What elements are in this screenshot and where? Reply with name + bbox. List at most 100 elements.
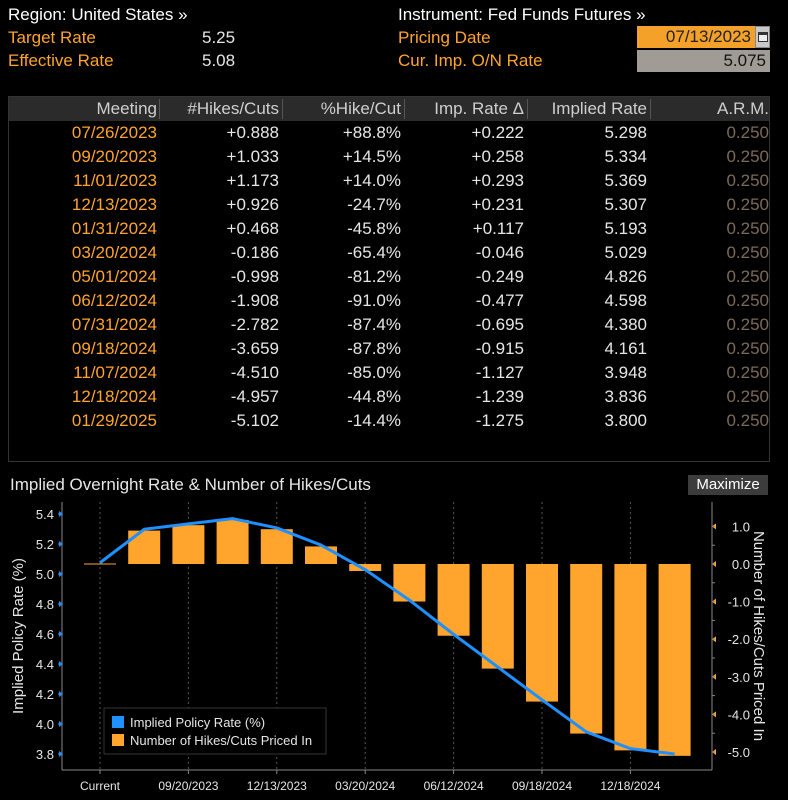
cell-pct-hike-cut: -85.0% xyxy=(347,363,401,382)
table-row[interactable]: 11/01/2023 +1.173 +14.0% +0.293 5.369 0.250 xyxy=(9,169,769,193)
cell-implied-rate: 5.334 xyxy=(604,147,647,166)
legend-label: Implied Policy Rate (%) xyxy=(130,715,265,730)
y-left-tick-label: 5.0 xyxy=(36,567,54,582)
cell-imp-rate-delta: -0.915 xyxy=(475,339,524,358)
table-row[interactable]: 01/29/2025 -5.102 -14.4% -1.275 3.800 0.250 xyxy=(9,409,769,433)
cell-imp-rate-delta: -1.239 xyxy=(475,387,524,406)
cell-hikes-cuts: -5.102 xyxy=(230,411,279,430)
cell-meeting: 11/07/2024 xyxy=(73,363,157,382)
table-row[interactable]: 09/20/2023 +1.033 +14.5% +0.258 5.334 0.250 xyxy=(9,145,769,169)
table-header: Meeting #Hikes/Cuts %Hike/Cut Imp. Rate … xyxy=(9,97,769,121)
cell-imp-rate-delta: +0.117 xyxy=(472,219,524,238)
cell-implied-rate: 4.598 xyxy=(604,291,647,310)
cell-implied-rate: 3.800 xyxy=(604,411,647,430)
effective-rate-label: Effective Rate xyxy=(8,51,114,70)
y-left-tick-label: 4.4 xyxy=(36,657,54,672)
cell-meeting: 11/01/2023 xyxy=(73,171,157,190)
y-right-tick-label: -3.0 xyxy=(728,670,750,685)
bar xyxy=(305,546,337,564)
col-header-meeting[interactable]: Meeting xyxy=(96,99,157,118)
maximize-button[interactable]: Maximize xyxy=(688,475,768,495)
cell-implied-rate: 3.836 xyxy=(604,387,647,406)
cell-meeting: 06/12/2024 xyxy=(71,291,157,310)
y-left-tick-marker xyxy=(59,601,63,607)
cell-hikes-cuts: +0.888 xyxy=(226,123,279,142)
cell-arm: 0.250 xyxy=(726,315,769,334)
cell-pct-hike-cut: -65.4% xyxy=(347,243,401,262)
bar xyxy=(393,564,426,602)
calendar-button[interactable] xyxy=(755,26,770,48)
chart-title: Implied Overnight Rate & Number of Hikes… xyxy=(10,475,371,494)
bar xyxy=(614,564,647,751)
cell-pct-hike-cut: +14.5% xyxy=(342,147,401,166)
cell-pct-hike-cut: -91.0% xyxy=(347,291,401,310)
cell-hikes-cuts: +1.173 xyxy=(226,171,279,190)
cell-imp-rate-delta: -0.046 xyxy=(475,243,524,262)
pricing-date-label: Pricing Date xyxy=(398,28,491,47)
cell-pct-hike-cut: -81.2% xyxy=(347,267,401,286)
col-header-hikes-cuts[interactable]: #Hikes/Cuts xyxy=(187,99,279,118)
cell-arm: 0.250 xyxy=(726,411,769,430)
cell-implied-rate: 3.948 xyxy=(604,363,647,382)
x-tick-label: 12/18/2024 xyxy=(600,779,660,793)
table-row[interactable]: 11/07/2024 -4.510 -85.0% -1.127 3.948 0.250 xyxy=(9,361,769,385)
cell-implied-rate: 5.029 xyxy=(604,243,647,262)
effective-rate-value: 5.08 xyxy=(202,51,236,70)
cell-imp-rate-delta: -1.127 xyxy=(475,363,524,382)
x-tick-label: Current xyxy=(80,779,121,793)
col-header-imp-rate-delta[interactable]: Imp. Rate Δ xyxy=(434,99,524,118)
cell-pct-hike-cut: -14.4% xyxy=(347,411,401,430)
table-row[interactable]: 01/31/2024 +0.468 -45.8% +0.117 5.193 0.250 xyxy=(9,217,769,241)
legend-box xyxy=(103,707,327,755)
cell-meeting: 12/13/2023 xyxy=(71,195,157,214)
cell-pct-hike-cut: +14.0% xyxy=(342,171,401,190)
cell-hikes-cuts: +0.468 xyxy=(226,219,279,238)
col-header-implied-rate[interactable]: Implied Rate xyxy=(551,99,647,118)
column-divider xyxy=(159,99,160,119)
cell-meeting: 07/31/2024 xyxy=(71,315,157,334)
cell-arm: 0.250 xyxy=(726,363,769,382)
table-row[interactable]: 06/12/2024 -1.908 -91.0% -0.477 4.598 0.250 xyxy=(9,289,769,313)
instrument-selector[interactable]: Instrument: Fed Funds Futures » xyxy=(398,5,646,24)
x-tick-label: 09/18/2024 xyxy=(512,779,572,793)
y-left-tick-marker xyxy=(59,571,63,577)
table-row[interactable]: 12/13/2023 +0.926 -24.7% +0.231 5.307 0.250 xyxy=(9,193,769,217)
cell-imp-rate-delta: +0.222 xyxy=(471,123,524,142)
cell-imp-rate-delta: +0.231 xyxy=(471,195,524,214)
col-header-arm[interactable]: A.R.M. xyxy=(717,99,769,118)
table-row[interactable]: 07/26/2023 +0.888 +88.8% +0.222 5.298 0.250 xyxy=(9,121,769,145)
cell-implied-rate: 5.193 xyxy=(604,219,647,238)
table-row[interactable]: 07/31/2024 -2.782 -87.4% -0.695 4.380 0.250 xyxy=(9,313,769,337)
region-selector[interactable]: Region: United States » xyxy=(8,5,188,24)
bar xyxy=(570,564,603,734)
pricing-date-input[interactable]: 07/13/2023 xyxy=(637,26,755,48)
legend-swatch-line xyxy=(112,716,124,728)
cell-meeting: 12/18/2024 xyxy=(71,387,157,406)
cell-implied-rate: 5.307 xyxy=(604,195,647,214)
bar xyxy=(260,529,293,564)
y-left-axis-label: Implied Policy Rate (%) xyxy=(10,558,27,714)
bar xyxy=(481,564,514,669)
cell-arm: 0.250 xyxy=(726,387,769,406)
y-right-tick-label: -4.0 xyxy=(728,707,750,722)
y-left-tick-label: 5.2 xyxy=(36,537,54,552)
legend-label: Number of Hikes/Cuts Priced In xyxy=(130,733,312,748)
y-left-tick-marker xyxy=(59,721,63,727)
legend-swatch-bar xyxy=(112,734,124,746)
target-rate-label: Target Rate xyxy=(8,28,96,47)
cell-hikes-cuts: -0.998 xyxy=(230,267,279,286)
table-row[interactable]: 12/18/2024 -4.957 -44.8% -1.239 3.836 0.250 xyxy=(9,385,769,409)
table-row[interactable]: 09/18/2024 -3.659 -87.8% -0.915 4.161 0.250 xyxy=(9,337,769,361)
y-right-tick-label: -5.0 xyxy=(728,745,750,760)
y-left-tick-marker xyxy=(59,631,63,637)
cell-imp-rate-delta: +0.293 xyxy=(471,171,524,190)
col-header-pct-hike-cut[interactable]: %Hike/Cut xyxy=(320,99,401,118)
cur-imp-rate-label: Cur. Imp. O/N Rate xyxy=(398,51,543,70)
y-left-tick-label: 3.8 xyxy=(36,747,54,762)
table-row[interactable]: 05/01/2024 -0.998 -81.2% -0.249 4.826 0.250 xyxy=(9,265,769,289)
column-divider xyxy=(650,99,651,119)
table-row[interactable]: 03/20/2024 -0.186 -65.4% -0.046 5.029 0.250 xyxy=(9,241,769,265)
cell-implied-rate: 5.298 xyxy=(604,123,647,142)
cell-hikes-cuts: +0.926 xyxy=(226,195,279,214)
column-divider xyxy=(527,99,528,119)
